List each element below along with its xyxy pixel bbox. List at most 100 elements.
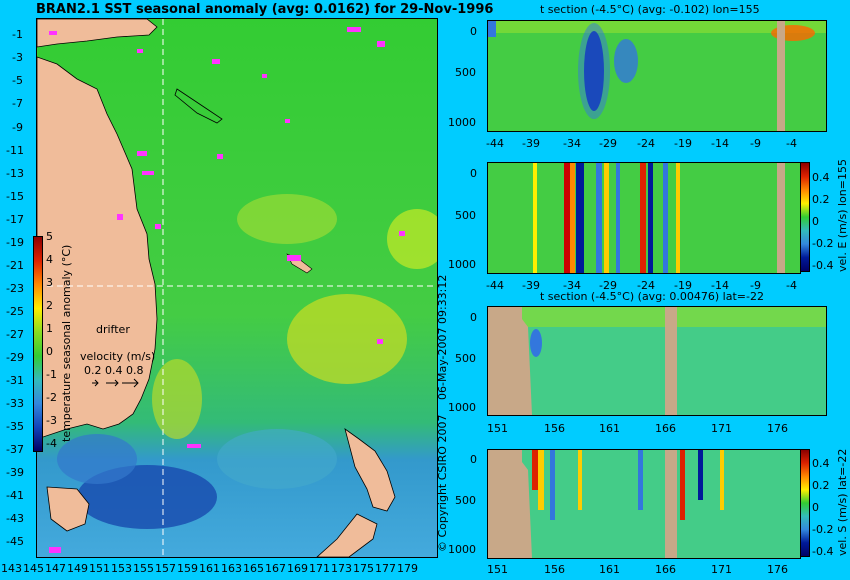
colorbar-tick: -0.2	[812, 523, 834, 536]
colorbar-tick: 0	[46, 345, 53, 358]
lat-tick: -33	[6, 397, 24, 410]
lon-tick: 179	[397, 562, 418, 575]
colorbar-tick: 0.2	[812, 193, 830, 206]
temp-section-lon155[interactable]	[487, 20, 827, 132]
warm-anomaly	[287, 294, 407, 384]
colorbar-tick: -1	[46, 368, 57, 381]
x-tick: -44	[486, 137, 504, 150]
colorbar-tick: 0	[812, 501, 819, 514]
colorbar-tick: 3	[46, 276, 53, 289]
current-band	[720, 450, 724, 510]
copyright: © Copyright CSIRO 2007	[436, 414, 449, 552]
colorbar-tick: -0.4	[812, 259, 834, 272]
colorbar-tick: 4	[46, 253, 53, 266]
warm-anomaly	[387, 209, 437, 269]
x-tick: -24	[637, 137, 655, 150]
colorbar-tick: -2	[46, 391, 57, 404]
x-tick: 176	[767, 563, 788, 576]
x-tick: 161	[599, 422, 620, 435]
lon-tick: 155	[133, 562, 154, 575]
current-band	[550, 450, 555, 520]
colorbar-label: temperature seasonal anomaly (°C)	[60, 244, 73, 442]
current-band	[638, 450, 643, 510]
tasmania-land	[46, 486, 90, 532]
x-tick: 171	[711, 563, 732, 576]
warm-anomaly	[152, 359, 202, 439]
panel2-colorbar-label: vel. E (m/s) lon=155	[836, 159, 849, 272]
cold-anomaly	[217, 429, 337, 489]
velocity-scale: 0.2 0.4 0.8	[84, 364, 144, 377]
x-tick: -19	[674, 137, 692, 150]
colorbar-tick: 0.2	[812, 479, 830, 492]
colorbar-tick: -4	[46, 437, 57, 450]
drifter-marker	[49, 31, 57, 35]
current-band	[663, 163, 668, 273]
drifter-label: drifter	[96, 323, 130, 336]
y-tick: 0	[470, 167, 477, 180]
new-guinea-land	[37, 19, 158, 48]
vel-east-section-lon155[interactable]	[487, 162, 801, 274]
lat-tick: -45	[6, 535, 24, 548]
colorbar-tick: 0.4	[812, 457, 830, 470]
lon-tick: 173	[331, 562, 352, 575]
lon-tick: 159	[177, 562, 198, 575]
panel4-colorbar-label: vel. S (m/s) lat=-22	[836, 448, 849, 556]
lon-tick: 143	[1, 562, 22, 575]
x-tick: 166	[655, 563, 676, 576]
drifter-marker	[262, 74, 267, 78]
x-tick: -9	[750, 137, 761, 150]
drifter-marker	[117, 214, 123, 220]
land-mask	[777, 21, 785, 131]
lat-tick: -7	[12, 97, 23, 110]
lat-tick: -27	[6, 328, 24, 341]
x-tick: -24	[637, 279, 655, 292]
new-zealand-south	[316, 513, 378, 557]
current-band	[680, 450, 685, 520]
land-mask	[665, 307, 677, 415]
vel-south-section-lat-22[interactable]	[487, 449, 801, 559]
sst-anomaly-map[interactable]	[36, 18, 438, 558]
panel1-title: t section (-4.5°C) (avg: -0.102) lon=155	[540, 3, 760, 16]
cold-core	[530, 329, 542, 357]
drifter-marker	[187, 444, 201, 448]
drifter-marker	[287, 255, 301, 261]
current-band	[616, 163, 620, 273]
velocity-label: velocity (m/s)	[80, 350, 156, 363]
lat-tick: -23	[6, 282, 24, 295]
x-tick: 151	[487, 422, 508, 435]
australia-land	[37, 56, 158, 440]
lon-tick: 175	[353, 562, 374, 575]
sst-colorbar	[33, 236, 43, 452]
x-tick: -39	[522, 137, 540, 150]
y-tick: 500	[455, 352, 476, 365]
lat-tick: -31	[6, 374, 24, 387]
lon-tick: 177	[375, 562, 396, 575]
x-tick: -29	[599, 137, 617, 150]
y-tick: 1000	[448, 116, 476, 129]
solomon-islands	[174, 88, 223, 124]
x-tick: 151	[487, 563, 508, 576]
colorbar-tick: 5	[46, 230, 53, 243]
drifter-marker	[49, 547, 61, 553]
y-tick: 0	[470, 311, 477, 324]
lat-tick: -25	[6, 305, 24, 318]
y-tick: 500	[455, 66, 476, 79]
current-band	[698, 450, 703, 500]
temp-section-lat-22[interactable]	[487, 306, 827, 416]
drifter-marker	[137, 151, 147, 156]
current-band	[676, 163, 680, 273]
current-band	[564, 163, 570, 273]
colorbar-tick: -3	[46, 414, 57, 427]
x-tick: 156	[544, 563, 565, 576]
colorbar-tick: 0	[812, 215, 819, 228]
current-band	[570, 163, 575, 273]
vel-east-colorbar	[800, 162, 810, 272]
lat-tick: -11	[6, 144, 24, 157]
current-band	[596, 163, 602, 273]
x-tick: 176	[767, 422, 788, 435]
map-title: BRAN2.1 SST seasonal anomaly (avg: 0.016…	[36, 2, 494, 17]
land-mask	[665, 450, 677, 558]
velocity-arrows-legend	[92, 378, 139, 388]
colorbar-tick: 0.4	[812, 171, 830, 184]
lat-tick: -9	[12, 121, 23, 134]
